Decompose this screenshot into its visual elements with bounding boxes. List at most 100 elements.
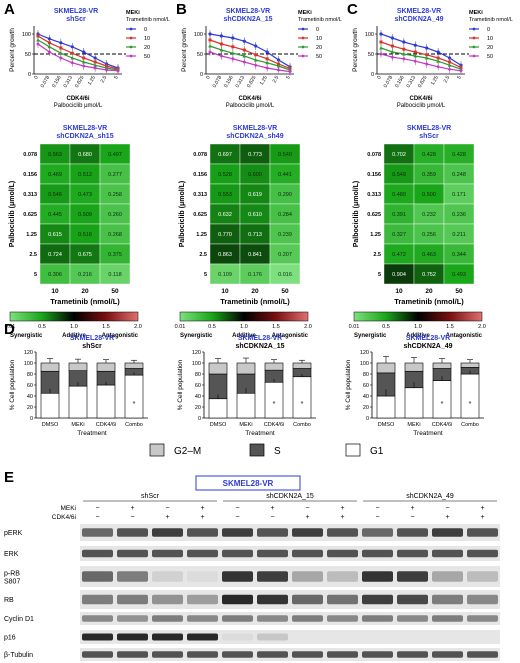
heatmap-cell-value: 0.344 — [452, 252, 466, 258]
blot-band — [327, 594, 358, 605]
heatmap-x-label: Trametinib (nmol/L) — [220, 297, 290, 306]
blot-band — [397, 528, 428, 537]
cdk-sign: + — [445, 514, 449, 521]
scale-tick-label: 0.01 — [5, 324, 16, 330]
chart-subtitle: shCDKN2A_15 — [223, 16, 272, 23]
blot-band — [292, 615, 323, 622]
blot-band — [257, 651, 288, 658]
heatmap-title: SKMEL28-VR — [407, 125, 451, 132]
heatmap-y-label: Palbociclib (μmol/L) — [353, 181, 360, 248]
data-point — [219, 48, 224, 52]
data-point — [242, 54, 247, 58]
blot-band — [187, 615, 218, 622]
data-point — [231, 51, 235, 55]
y-tick-label: 120 — [24, 350, 33, 356]
heatmap-cell-value: 0.306 — [48, 272, 62, 278]
heatmap-row-label: 0.625 — [23, 212, 37, 218]
blot-band — [292, 594, 323, 605]
meki-sign: − — [165, 505, 169, 512]
legend-label: 0 — [144, 27, 147, 33]
blot-band — [397, 594, 428, 605]
blot-group-label: shCDKN2A_49 — [406, 493, 454, 500]
blot-band — [467, 571, 498, 582]
blot-band — [222, 615, 253, 622]
blot-band — [82, 633, 113, 641]
data-point — [208, 32, 212, 36]
legend-marker — [472, 36, 476, 40]
legend-label: G1 — [370, 446, 384, 457]
x-axis-label: CDK4/6i — [238, 96, 261, 102]
bar-segment-G1 — [236, 392, 256, 419]
blot-group-label: shScr — [141, 493, 160, 500]
x-tick-label: 0.156 — [51, 75, 63, 89]
meki-sign: − — [445, 505, 449, 512]
bar-chart-title: SKMEL28-VR — [70, 335, 114, 342]
bar-segment-G1 — [124, 374, 144, 419]
data-point — [402, 56, 406, 61]
legend-label: 20 — [316, 45, 322, 51]
data-point — [254, 44, 258, 48]
heatmap-cell-value: 0.290 — [278, 192, 292, 198]
heatmap-cell — [443, 263, 475, 285]
western-blot: SKMEL28-VR shScr shCDKN2A_15 shCDKN2A_49 MEK… — [4, 475, 500, 661]
bar-segment-G1 — [404, 387, 424, 419]
chart-subtitle: shScr — [66, 16, 86, 23]
meki-sign: + — [410, 505, 414, 512]
data-point — [379, 40, 383, 44]
data-point — [276, 64, 281, 68]
legend-marker — [301, 36, 305, 40]
legend-title: MEKi — [469, 10, 483, 16]
meki-sign: + — [340, 505, 344, 512]
blot-band — [82, 528, 113, 537]
heatmap-row-label: 0.078 — [193, 152, 207, 158]
blot-band — [292, 651, 323, 658]
scale-tick-label: 0.5 — [38, 324, 46, 330]
x-tick-label: 0.313 — [406, 75, 418, 89]
y-tick-label: 100 — [360, 361, 369, 367]
x-tick-label: 0 — [376, 75, 383, 81]
heatmap-title: SKMEL28-VR — [63, 125, 107, 132]
x-tick-label: 1.25 — [87, 75, 97, 87]
bar-segment-G1 — [208, 398, 228, 419]
heatmap-cell-value: 0.327 — [392, 232, 406, 238]
significance-asterisk: * — [441, 401, 444, 408]
bar-segment-G1 — [96, 384, 116, 419]
panel-label-b: B — [176, 1, 187, 18]
heatmap-row-label: 1.25 — [26, 232, 37, 238]
heatmap-cell-value: 0.176 — [248, 272, 262, 278]
scale-tick-label: 1.5 — [102, 324, 110, 330]
bar-segment-G2–M — [236, 362, 256, 375]
blot-strip — [80, 630, 500, 644]
blot-band — [432, 615, 463, 622]
scale-word: Additive — [232, 333, 256, 339]
x-category-label: CDK4/6i — [264, 422, 284, 428]
series-line-0 — [209, 33, 291, 68]
blot-strip — [80, 566, 500, 587]
data-point — [390, 55, 395, 60]
blot-band — [362, 571, 393, 582]
blot-band — [187, 528, 218, 537]
legend-label: 10 — [144, 36, 150, 42]
heatmap-col-label: 10 — [221, 288, 229, 295]
blot-strip — [80, 524, 500, 541]
y-tick-label: 80 — [27, 372, 33, 378]
heatmap-cell-value: 0.236 — [452, 212, 466, 218]
legend-marker — [301, 27, 305, 31]
heatmap-cell-value: 0.512 — [78, 172, 92, 178]
heatmap-cell-value: 0.375 — [108, 252, 122, 258]
bar-chart-subtitle: shScr — [82, 343, 102, 350]
scale-word: Antagonistic — [446, 333, 483, 339]
blot-header-box — [195, 475, 301, 491]
data-point — [447, 67, 452, 72]
heatmap-cell-value: 0.549 — [392, 172, 406, 178]
blot-row-label: pERK — [4, 530, 23, 537]
data-point — [36, 42, 40, 46]
blot-band — [82, 651, 113, 658]
data-point — [219, 54, 224, 58]
heatmap-cell-value: 0.480 — [392, 192, 406, 198]
blot-band — [222, 651, 253, 658]
legend-label: G2–M — [174, 446, 201, 457]
data-point — [208, 50, 212, 54]
data-point — [81, 64, 86, 68]
meki-sign: + — [130, 505, 134, 512]
